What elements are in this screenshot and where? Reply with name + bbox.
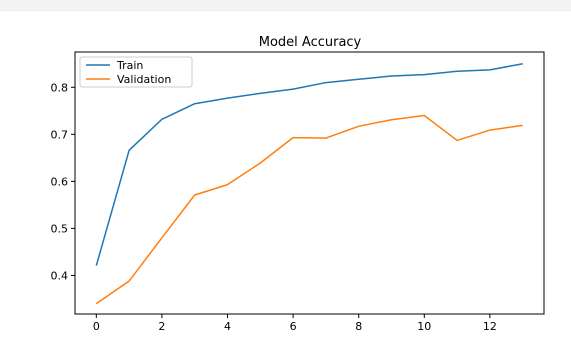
y-tick-label: 0.5 xyxy=(51,222,69,235)
x-tick-label: 4 xyxy=(224,320,231,333)
x-axis-ticks: 0 2 4 6 8 10 12 xyxy=(93,314,497,333)
x-tick-label: 2 xyxy=(158,320,165,333)
y-tick-label: 0.8 xyxy=(51,81,69,94)
chart-title: Model Accuracy xyxy=(259,35,362,50)
x-tick-label: 8 xyxy=(355,320,362,333)
x-tick-label: 6 xyxy=(290,320,297,333)
y-axis-ticks: 0.4 0.5 0.6 0.7 0.8 xyxy=(51,81,75,282)
y-tick-label: 0.4 xyxy=(51,269,69,282)
series-layer xyxy=(95,63,523,305)
plot-frame xyxy=(74,51,545,315)
x-tick-label: 0 xyxy=(93,320,100,333)
x-tick-label: 12 xyxy=(483,320,497,333)
y-tick-label: 0.6 xyxy=(51,175,69,188)
series-line-train xyxy=(95,63,523,266)
x-tick-label: 10 xyxy=(417,320,431,333)
window-top-strip xyxy=(0,0,571,11)
legend-label-train: Train xyxy=(116,59,143,72)
legend-label-validation: Validation xyxy=(117,73,171,86)
y-tick-label: 0.7 xyxy=(51,128,69,141)
series-line-validation xyxy=(95,114,523,305)
